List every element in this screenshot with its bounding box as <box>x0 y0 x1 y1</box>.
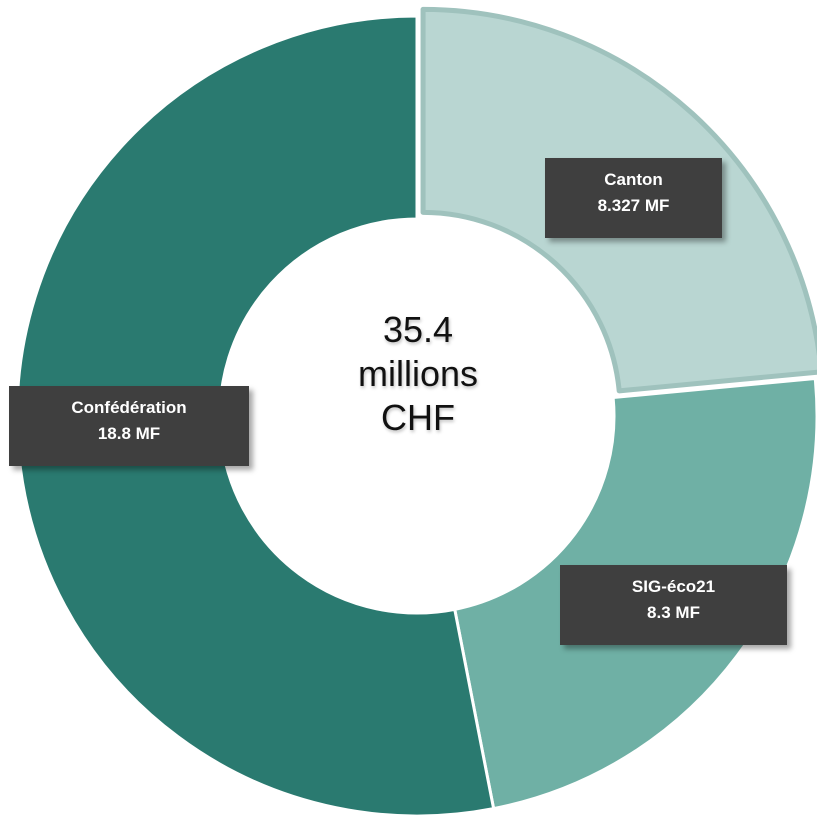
center-total-label: 35.4 millions CHF <box>318 308 518 440</box>
donut-slice-confederation <box>15 14 496 816</box>
center-total-currency: CHF <box>381 397 455 438</box>
data-label-canton-name: Canton <box>604 170 663 189</box>
data-label-canton-value: 8.327 MF <box>597 196 670 215</box>
data-label-canton: Canton 8.327 MF <box>545 158 722 238</box>
data-label-sig-eco21: SIG-éco21 8.3 MF <box>560 565 787 645</box>
center-total-unit: millions <box>357 353 479 394</box>
data-label-sig-eco21-name: SIG-éco21 <box>631 577 716 596</box>
center-total-value: 35.4 <box>382 309 454 350</box>
data-label-confederation-name: Confédération <box>71 398 187 417</box>
data-label-confederation: Confédération 18.8 MF <box>9 386 249 466</box>
data-label-sig-eco21-value: 8.3 MF <box>647 603 700 622</box>
data-label-confederation-value: 18.8 MF <box>97 424 161 443</box>
